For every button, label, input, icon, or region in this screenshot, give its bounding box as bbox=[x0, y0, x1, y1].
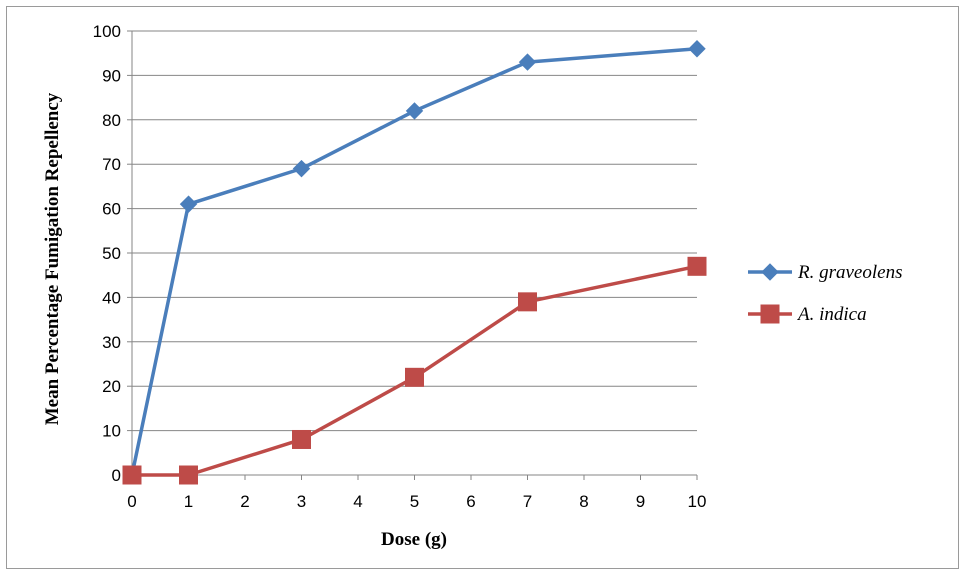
x-tick-label: 3 bbox=[297, 492, 306, 511]
legend-marker bbox=[760, 304, 780, 324]
x-tick-label: 1 bbox=[184, 492, 193, 511]
data-point bbox=[518, 292, 537, 312]
y-tick-label: 60 bbox=[102, 200, 121, 219]
y-tick-label: 40 bbox=[102, 288, 121, 307]
series-1 bbox=[123, 40, 706, 484]
data-point bbox=[405, 367, 424, 387]
y-tick-label: 10 bbox=[102, 422, 121, 441]
y-tick-label: 20 bbox=[102, 377, 121, 396]
y-tick-label: 30 bbox=[102, 333, 121, 352]
x-tick-label: 9 bbox=[636, 492, 645, 511]
legend: R. graveolens A. indica bbox=[748, 262, 902, 325]
gridlines bbox=[132, 30, 697, 432]
series-layer bbox=[122, 40, 707, 485]
x-tick-label: 8 bbox=[579, 492, 588, 511]
y-axis-title: Mean Percentage Fumigation Repellency bbox=[42, 92, 63, 425]
data-point bbox=[688, 40, 706, 58]
legend-item: R. graveolens bbox=[748, 262, 902, 283]
legend-label: R. graveolens bbox=[797, 262, 902, 283]
legend-marker bbox=[761, 263, 779, 281]
y-tick-label: 0 bbox=[112, 466, 121, 485]
x-tick-label: 7 bbox=[523, 492, 532, 511]
data-point bbox=[179, 465, 198, 485]
x-tick-label: 5 bbox=[410, 492, 419, 511]
x-tick-label: 4 bbox=[353, 492, 362, 511]
series-line bbox=[130, 47, 698, 476]
series-2 bbox=[122, 256, 707, 485]
x-tick-labels: 0 1 2 3 4 5 6 7 8 9 10 bbox=[127, 475, 706, 511]
x-tick-label: 10 bbox=[688, 492, 707, 511]
data-point bbox=[292, 429, 311, 449]
data-point bbox=[518, 53, 537, 71]
y-tick-labels: 0 10 20 30 40 50 60 70 80 90 100 bbox=[93, 22, 132, 485]
legend-label: A. indica bbox=[796, 304, 867, 325]
legend-item: A. indica bbox=[748, 304, 867, 325]
x-tick-label: 2 bbox=[240, 492, 249, 511]
data-point bbox=[122, 465, 142, 485]
y-tick-label: 50 bbox=[102, 244, 121, 263]
y-tick-label: 80 bbox=[102, 111, 121, 130]
x-tick-label: 0 bbox=[127, 492, 136, 511]
x-axis-title: Dose (g) bbox=[381, 529, 447, 550]
data-point bbox=[687, 256, 707, 276]
data-point bbox=[292, 159, 311, 178]
y-tick-label: 70 bbox=[102, 155, 121, 174]
data-point bbox=[405, 102, 424, 120]
x-tick-label: 6 bbox=[466, 492, 475, 511]
y-tick-label: 100 bbox=[93, 22, 121, 41]
data-point bbox=[179, 195, 198, 213]
y-tick-label: 90 bbox=[102, 66, 121, 85]
